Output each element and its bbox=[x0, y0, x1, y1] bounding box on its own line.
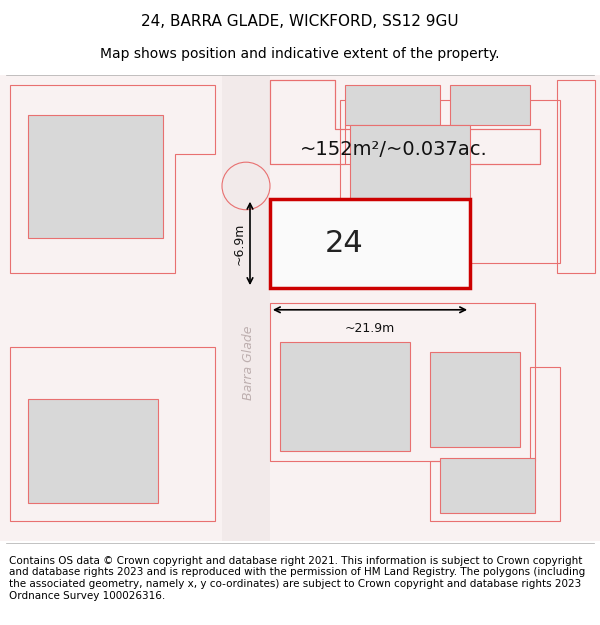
Bar bbox=[270, 303, 535, 461]
Text: ~21.9m: ~21.9m bbox=[345, 322, 395, 334]
Bar bbox=[28, 114, 163, 239]
Bar bbox=[28, 399, 158, 503]
Bar bbox=[270, 199, 470, 288]
Bar bbox=[450, 85, 530, 124]
Bar bbox=[10, 348, 215, 521]
Circle shape bbox=[222, 162, 270, 210]
Bar bbox=[440, 458, 535, 513]
Bar bbox=[340, 100, 560, 263]
Bar bbox=[280, 342, 410, 451]
Bar bbox=[345, 85, 440, 124]
Bar bbox=[557, 80, 595, 273]
Text: 24: 24 bbox=[325, 229, 364, 258]
Bar bbox=[222, 75, 270, 541]
Bar bbox=[350, 124, 470, 243]
Text: 24, BARRA GLADE, WICKFORD, SS12 9GU: 24, BARRA GLADE, WICKFORD, SS12 9GU bbox=[141, 14, 459, 29]
Text: ~152m²/~0.037ac.: ~152m²/~0.037ac. bbox=[300, 140, 488, 159]
Text: ~6.9m: ~6.9m bbox=[233, 222, 246, 264]
Bar bbox=[430, 352, 520, 446]
Text: Barra Glade: Barra Glade bbox=[241, 325, 254, 399]
Text: Contains OS data © Crown copyright and database right 2021. This information is : Contains OS data © Crown copyright and d… bbox=[9, 556, 585, 601]
Text: Map shows position and indicative extent of the property.: Map shows position and indicative extent… bbox=[100, 47, 500, 61]
